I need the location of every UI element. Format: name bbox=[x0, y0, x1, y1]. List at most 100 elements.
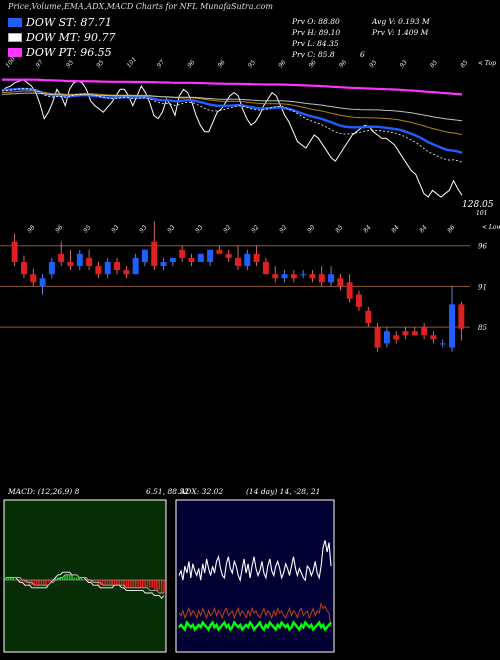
stat-prev-change: 6 bbox=[360, 50, 365, 59]
candle-body bbox=[244, 253, 251, 267]
candle-top-label: 93 bbox=[110, 224, 120, 234]
candle-body bbox=[132, 257, 139, 275]
top-tick-label: 95 bbox=[368, 59, 378, 69]
candle-body bbox=[449, 304, 456, 348]
candle-body bbox=[160, 262, 167, 267]
legend-swatch-white bbox=[8, 33, 22, 42]
candle-body bbox=[76, 253, 83, 267]
stat-prev-close: Prv C: 85.8 bbox=[292, 50, 335, 59]
candle-body bbox=[67, 262, 74, 267]
candle-top-label: 96 bbox=[54, 224, 64, 234]
candle-body bbox=[318, 274, 325, 283]
candle-top-label: 92 bbox=[278, 224, 288, 234]
adx-minus_di-line bbox=[178, 602, 332, 628]
candle-body bbox=[179, 249, 186, 258]
candle-top-label: 92 bbox=[222, 224, 232, 234]
level-label: 91 bbox=[478, 283, 487, 291]
top-tick-label: 85 bbox=[429, 59, 439, 69]
legend-dow-mt-label: DOW MT: 90.77 bbox=[26, 31, 116, 44]
candle-body bbox=[281, 274, 288, 279]
adx-params: (14 day) 14, -28, 21 bbox=[246, 487, 320, 496]
candle-body bbox=[309, 274, 316, 279]
candle-body bbox=[30, 274, 37, 283]
last-price-label: 128.05 bbox=[462, 200, 494, 210]
top-tick-label: 96 bbox=[338, 59, 348, 69]
candle-body bbox=[430, 335, 437, 340]
candle-axis-label: < Low bbox=[482, 224, 500, 231]
top-tick-label: 85 bbox=[459, 59, 469, 69]
candle-body bbox=[188, 257, 195, 262]
top-tick-label: 95 bbox=[247, 59, 257, 69]
candle-body bbox=[374, 327, 381, 348]
candle-body bbox=[58, 253, 65, 262]
stat-prev-high: Prv H: 89.10 bbox=[292, 28, 341, 37]
candle-body bbox=[458, 304, 465, 329]
level-label: 96 bbox=[478, 243, 487, 251]
candle-top-label: 85 bbox=[334, 224, 344, 234]
macd-line bbox=[6, 571, 165, 599]
candle-body bbox=[393, 335, 400, 340]
candle-top-label: 84 bbox=[418, 224, 428, 234]
candle-body bbox=[346, 282, 353, 299]
candle-body bbox=[39, 278, 46, 287]
top-tick-label: 101 bbox=[126, 56, 139, 69]
legend-dow-mt: DOW MT: 90.77 bbox=[8, 31, 116, 44]
legend-dow-pt-label: DOW PT: 96.55 bbox=[26, 46, 112, 59]
adx-adx-line bbox=[178, 540, 332, 583]
stat-avg-volume: Avg V: 0.193 M bbox=[372, 17, 430, 26]
legend-dow-st: DOW ST: 87.71 bbox=[8, 16, 112, 29]
series-line bbox=[1, 88, 463, 163]
top-tick-label: 100 bbox=[4, 56, 17, 69]
chart-header: Price,Volume,EMA,ADX,MACD Charts for NFL… bbox=[8, 2, 273, 11]
candle-body bbox=[216, 249, 223, 254]
candle-top-label: 84 bbox=[362, 224, 372, 234]
stat-prev-low: Prv L: 84.35 bbox=[292, 39, 339, 48]
top-tick-label: 95 bbox=[95, 59, 105, 69]
series-line bbox=[1, 90, 463, 135]
candle-body bbox=[123, 270, 130, 275]
candle-body bbox=[411, 331, 418, 336]
candle-body bbox=[207, 249, 214, 262]
adx-plus_di-line bbox=[178, 619, 332, 632]
candle-top-label: 95 bbox=[82, 224, 92, 234]
candle-body bbox=[114, 262, 120, 271]
macd-panel-frame bbox=[3, 499, 167, 653]
candle-top-label: 92 bbox=[250, 224, 260, 234]
top-tick-label: 95 bbox=[65, 59, 75, 69]
series-line bbox=[1, 92, 463, 122]
bottom-right-label: 101 bbox=[476, 210, 487, 217]
candle-body bbox=[402, 331, 409, 336]
candle-top-label: 93 bbox=[194, 224, 204, 234]
candle-body bbox=[290, 274, 297, 279]
candle-body bbox=[262, 262, 269, 275]
legend-dow-st-label: DOW ST: 87.71 bbox=[26, 16, 112, 29]
candle-body bbox=[337, 278, 344, 287]
series-line bbox=[2, 78, 463, 96]
stat-prev-volume: Prv V: 1.409 M bbox=[372, 28, 429, 37]
top-tick-label: 96 bbox=[217, 59, 227, 69]
candle-body bbox=[272, 274, 279, 279]
macd-signal-line bbox=[6, 574, 164, 594]
top-tick-label: 96 bbox=[277, 59, 287, 69]
top-tick-label: 97 bbox=[156, 59, 166, 69]
legend-dow-pt: DOW PT: 96.55 bbox=[8, 46, 112, 59]
candle-body bbox=[20, 262, 27, 275]
candle-body bbox=[365, 310, 372, 324]
level-label: 85 bbox=[478, 324, 487, 332]
candle-top-label: 84 bbox=[390, 224, 400, 234]
stat-prev-open: Prv O: 88.80 bbox=[292, 17, 340, 26]
candle-body bbox=[11, 241, 18, 262]
candle-body bbox=[253, 253, 260, 262]
series-line bbox=[1, 87, 463, 154]
top-tick-label: 97 bbox=[35, 59, 45, 69]
candle-body bbox=[48, 262, 55, 275]
candle-body bbox=[141, 249, 148, 262]
adx-title: ADX: 32.02 bbox=[179, 487, 223, 496]
candle-body bbox=[235, 257, 241, 267]
macd-values: 6.51, 88.52 bbox=[146, 487, 189, 496]
top-axis-label: < Top bbox=[478, 60, 496, 67]
candle-body bbox=[169, 257, 176, 262]
candle-body bbox=[421, 327, 428, 336]
candle-top-label: 93 bbox=[138, 224, 148, 234]
